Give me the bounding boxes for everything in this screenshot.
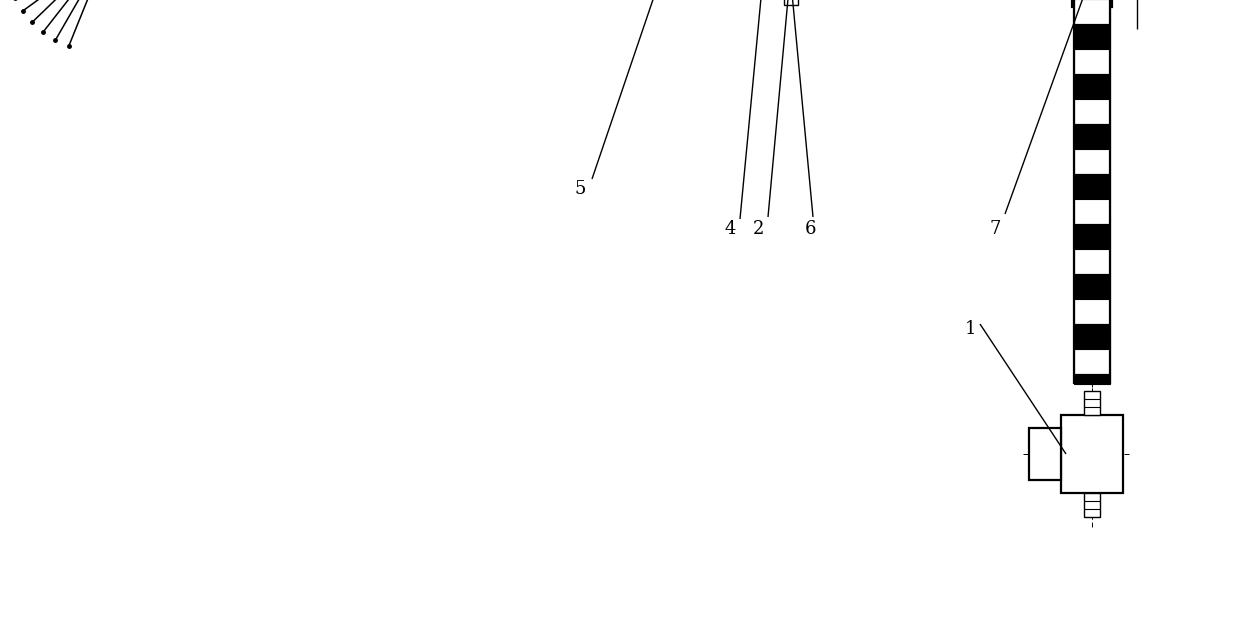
Bar bbox=[1029, 428, 1061, 480]
Bar bbox=[1074, 149, 1110, 174]
Text: 2: 2 bbox=[753, 220, 764, 238]
Bar bbox=[1073, 0, 1112, 7]
Bar bbox=[1084, 391, 1100, 415]
Bar bbox=[784, 0, 799, 5]
Bar bbox=[1074, 99, 1110, 124]
Bar bbox=[1074, 274, 1110, 299]
Bar bbox=[1074, 24, 1110, 49]
Bar bbox=[1061, 415, 1123, 493]
Text: 1: 1 bbox=[965, 320, 976, 338]
Bar bbox=[1084, 493, 1100, 517]
Text: 4: 4 bbox=[724, 220, 735, 238]
Bar bbox=[1074, 49, 1110, 74]
Bar bbox=[1074, 324, 1110, 349]
Bar bbox=[1074, 124, 1110, 149]
Bar bbox=[1074, 174, 1110, 199]
Bar bbox=[1074, 349, 1110, 374]
Bar bbox=[1074, 224, 1110, 249]
Bar bbox=[1074, 249, 1110, 274]
Text: 7: 7 bbox=[990, 220, 1001, 238]
Bar bbox=[1074, 374, 1110, 384]
Text: 5: 5 bbox=[574, 180, 585, 198]
Bar bbox=[1074, 0, 1110, 24]
Bar bbox=[1074, 299, 1110, 324]
Text: 6: 6 bbox=[805, 220, 816, 238]
Bar bbox=[1074, 199, 1110, 224]
Bar bbox=[1074, 74, 1110, 99]
